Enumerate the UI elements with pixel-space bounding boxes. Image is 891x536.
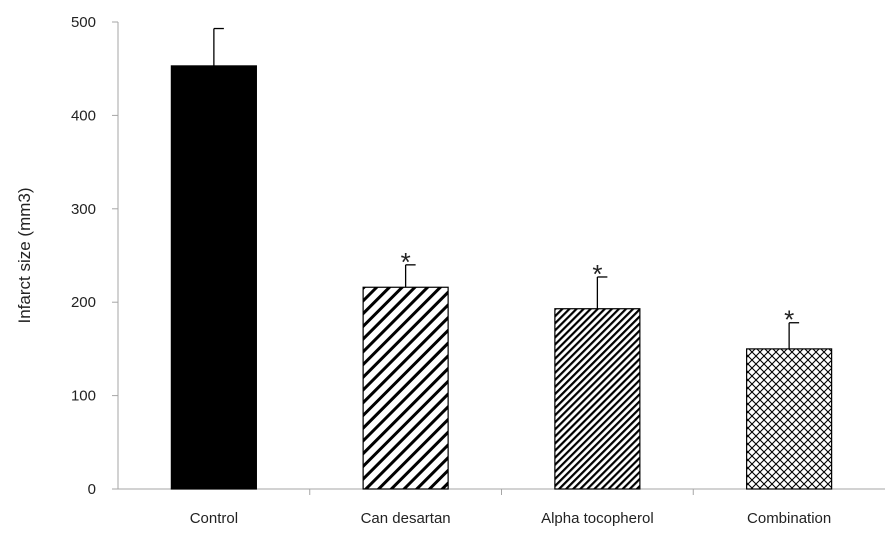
bar-combination [746,348,833,490]
significance-marker: * [592,259,602,289]
y-tick-label: 400 [71,107,96,124]
x-category-label: Alpha tocopherol [541,510,654,527]
bar-can-desartan [362,286,449,490]
y-tick-label: 200 [71,294,96,311]
significance-marker: * [784,305,794,335]
x-category-label: Combination [747,510,831,527]
y-tick-label: 100 [71,388,96,405]
y-axis-label: Infarct size (mm3) [15,187,34,323]
y-tick-label: 300 [71,201,96,218]
y-tick-label: 0 [88,481,96,498]
significance-marker: * [401,247,411,277]
x-category-label: Control [190,510,238,527]
y-tick-label: 500 [71,14,96,31]
x-category-label: Can desartan [361,510,451,527]
bar-control [170,65,257,490]
bar-alpha-tocopherol [554,308,641,490]
